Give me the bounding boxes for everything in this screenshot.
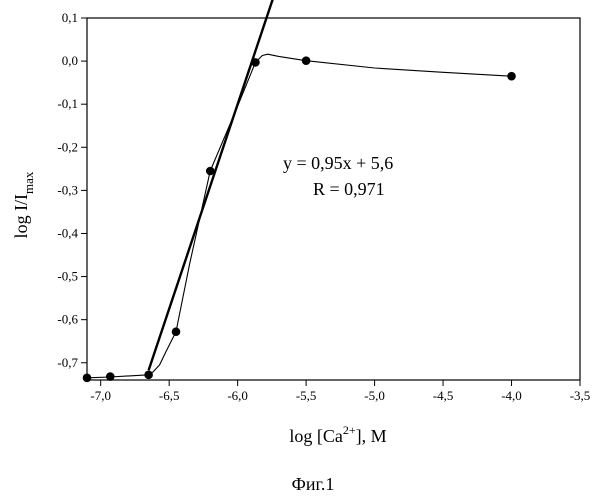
y-tick-label: 0,0 (62, 53, 78, 68)
x-tick-label: -5,5 (296, 388, 317, 403)
y-tick-label: -0,4 (57, 225, 78, 240)
data-point (251, 58, 260, 67)
x-tick-label: -6,0 (227, 388, 248, 403)
y-tick-label: -0,2 (57, 139, 78, 154)
y-tick-label: 0,1 (62, 10, 78, 25)
plot-frame (87, 18, 580, 380)
x-tick-label: -6,5 (159, 388, 180, 403)
x-axis-title: log [Ca2+], M (289, 423, 386, 446)
y-tick-label: -0,6 (57, 312, 78, 327)
x-tick-label: -5,0 (364, 388, 385, 403)
figure-caption: Фиг.1 (292, 474, 335, 494)
data-point (144, 371, 153, 380)
regression-equation: y = 0,95x + 5,6 (283, 153, 393, 173)
data-point (507, 72, 516, 81)
smoothed-curve (87, 54, 512, 378)
data-point (302, 56, 311, 65)
data-point (172, 327, 181, 336)
y-tick-label: -0,7 (57, 355, 78, 370)
correlation-coefficient: R = 0,971 (313, 179, 385, 199)
data-point (83, 374, 92, 383)
data-point (206, 167, 215, 176)
y-tick-label: -0,3 (57, 182, 78, 197)
data-point (106, 372, 115, 381)
x-tick-label: -7,0 (90, 388, 111, 403)
y-tick-label: -0,1 (57, 96, 78, 111)
regression-line (149, 0, 279, 370)
y-tick-label: -0,5 (57, 269, 78, 284)
x-tick-label: -4,5 (433, 388, 454, 403)
x-tick-label: -3,5 (570, 388, 591, 403)
y-axis-title: log I/Imax (11, 171, 36, 238)
x-tick-label: -4,0 (501, 388, 522, 403)
